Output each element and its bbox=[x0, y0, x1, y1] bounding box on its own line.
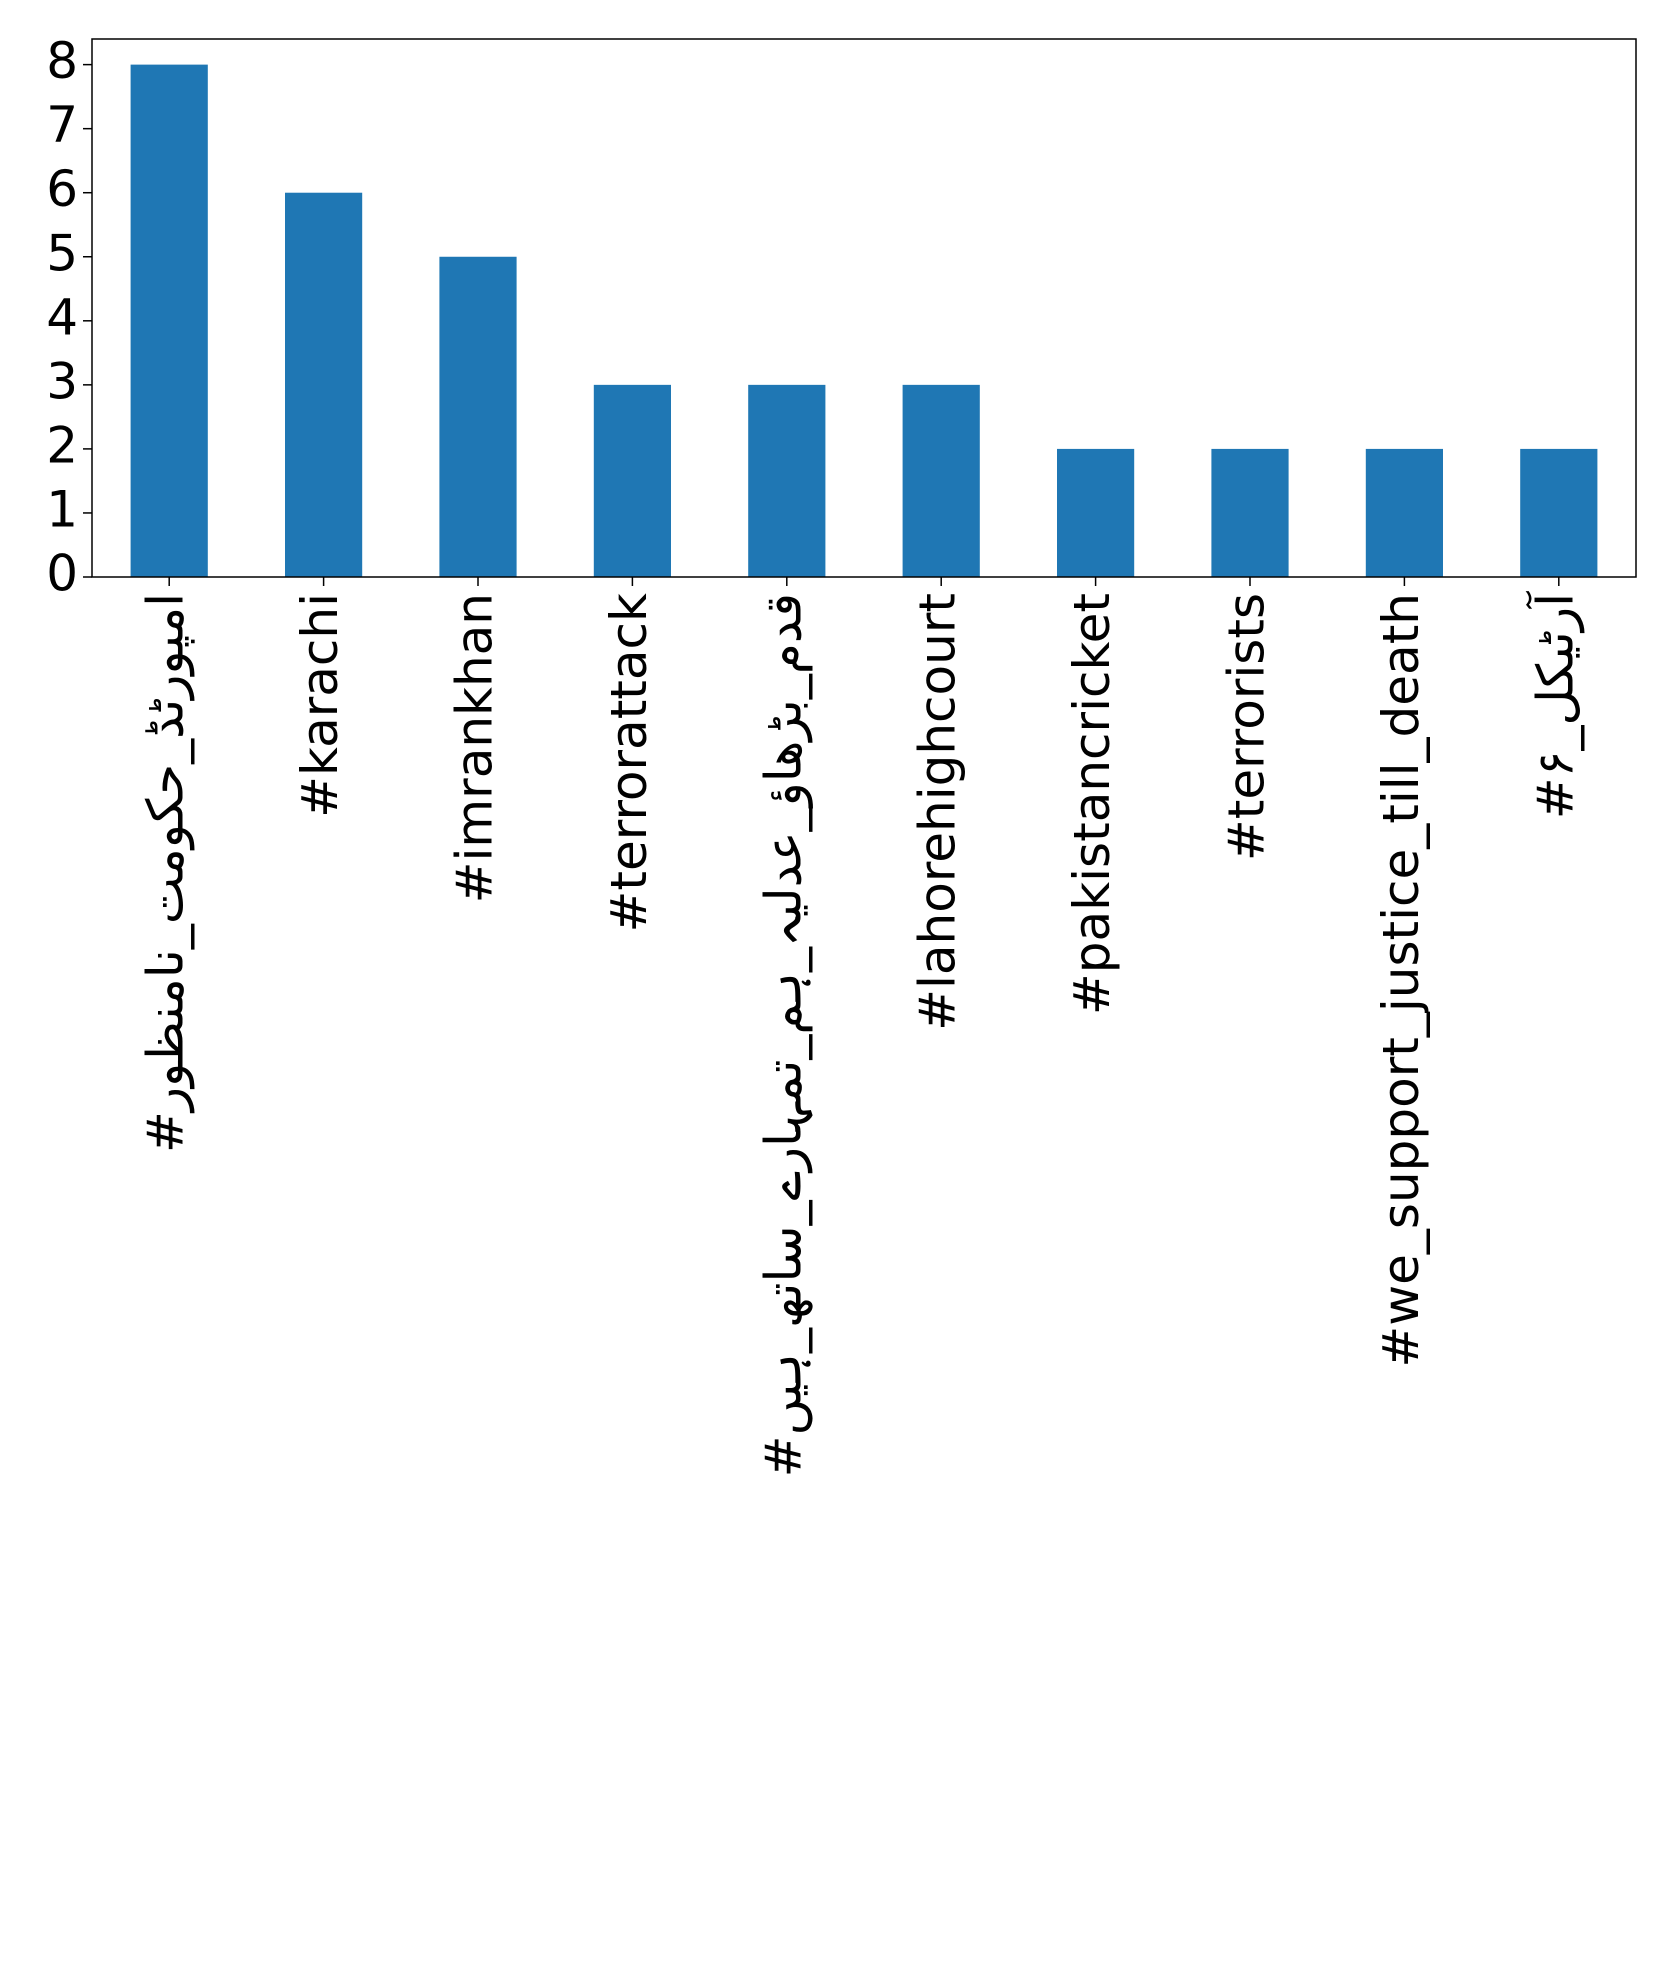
bar bbox=[1520, 448, 1598, 577]
bar bbox=[1365, 448, 1443, 577]
bar bbox=[439, 256, 517, 577]
x-tick-label: #امپورٹڈ_حکومت_نامنظور bbox=[137, 593, 195, 1153]
y-tick-label: 4 bbox=[46, 288, 78, 346]
x-tick-label: #terrorattack bbox=[600, 593, 658, 933]
x-tick-label: #lahorehighcourt bbox=[909, 593, 967, 1031]
bar bbox=[902, 384, 980, 577]
x-tick-label: #آرٹیکل_۶ bbox=[1525, 591, 1584, 819]
bar bbox=[748, 384, 826, 577]
y-tick-label: 7 bbox=[46, 96, 78, 154]
x-tick-label: #terrorists bbox=[1218, 593, 1276, 861]
y-tick-label: 6 bbox=[46, 160, 78, 218]
y-tick-label: 5 bbox=[46, 224, 78, 282]
x-tick-label: #we_support_justice_till_death bbox=[1372, 593, 1430, 1368]
y-tick-label: 3 bbox=[46, 352, 78, 410]
y-tick-label: 2 bbox=[46, 416, 78, 474]
bar bbox=[593, 384, 671, 577]
y-tick-label: 0 bbox=[46, 545, 78, 603]
y-tick-label: 8 bbox=[46, 32, 78, 90]
y-tick-label: 1 bbox=[46, 480, 78, 538]
bar bbox=[130, 64, 208, 578]
bar bbox=[1057, 448, 1135, 577]
x-tick-label: #pakistancricket bbox=[1063, 593, 1121, 1015]
x-tick-label: #karachi bbox=[291, 593, 349, 818]
x-tick-label: #قدم_بڑھاؤ_عدلیہ_ہم_تمہارے_ساتھ_ہیں bbox=[754, 593, 813, 1477]
x-tick-label: #imrankhan bbox=[446, 593, 504, 903]
bar bbox=[1211, 448, 1289, 577]
bar bbox=[285, 192, 363, 577]
plot-frame bbox=[91, 38, 1637, 578]
